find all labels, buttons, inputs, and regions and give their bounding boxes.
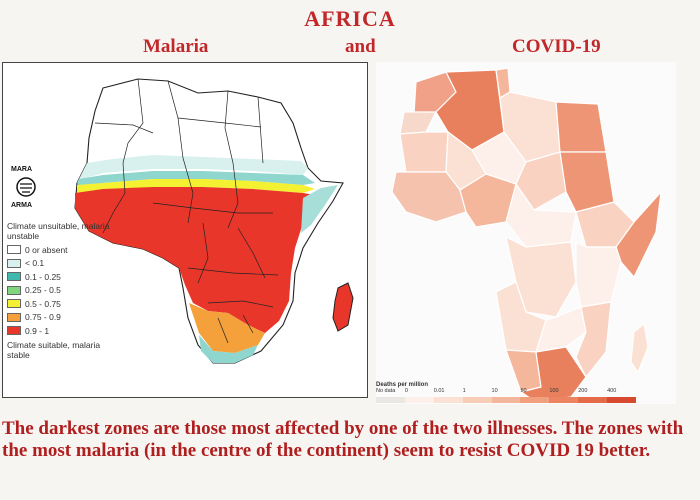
legend-item: 0 or absent: [7, 243, 117, 257]
ramp-swatch: [549, 397, 579, 403]
legend-label: 0.1 - 0.25: [25, 271, 61, 282]
covid-countries: [391, 67, 662, 403]
chad: [515, 151, 567, 211]
map-title: AFRICA: [304, 6, 396, 31]
ramp-swatch: [578, 397, 608, 403]
madagascar: [332, 282, 354, 332]
sudan: [559, 151, 615, 213]
malaria-legend: Climate unsuitable, malaria unstable 0 o…: [7, 221, 117, 360]
ramp-ticks: No data 0 0.01 1 10 50 100 200 400: [376, 388, 636, 396]
ramp-tick-label: 200: [578, 388, 588, 394]
ramp-swatch: [433, 397, 463, 403]
legend-swatch: [7, 272, 21, 282]
legend-item: 0.75 - 0.9: [7, 311, 117, 325]
svg-text:MARA: MARA: [11, 166, 32, 173]
country-borders: [94, 78, 279, 344]
ramp-swatch: [462, 397, 492, 403]
malaria-map-panel: MARA ARMA Climate unsuitable, malaria un…: [2, 62, 368, 398]
legend-item: 0.5 - 0.75: [7, 297, 117, 311]
malaria-map: [74, 78, 354, 364]
legend-item: < 0.1: [7, 257, 117, 271]
legend-swatch: [7, 285, 21, 295]
east-africa: [575, 241, 622, 308]
ramp-tick-label: 100: [549, 388, 559, 394]
caption: The darkest zones are those most affecte…: [2, 418, 684, 461]
malaria-label: Malaria: [143, 36, 209, 57]
ramp-bar: [376, 397, 637, 403]
madagascar-right: [630, 323, 649, 374]
ramp-tick-label: No data: [376, 388, 396, 394]
mara-logo: MARA ARMA: [9, 163, 43, 211]
ramp-tick-label: 0: [404, 388, 408, 394]
southern-orange-band: [189, 303, 265, 353]
legend-item: 0.25 - 0.5: [7, 284, 117, 298]
legend-label: 0 or absent: [25, 244, 68, 255]
legend-item: 0.9 - 1: [7, 324, 117, 338]
western-sahara: [399, 111, 437, 135]
legend-caption-top: Climate unsuitable, malaria unstable: [7, 221, 110, 241]
west-coast: [391, 171, 467, 223]
legend-item: 0.1 - 0.25: [7, 270, 117, 284]
ramp-tick-label: 50: [520, 388, 527, 394]
covid-label: COVID-19: [512, 36, 601, 57]
low-risk-band: [77, 155, 308, 183]
horn-fringe: [301, 185, 338, 233]
ramp-swatch: [491, 397, 521, 403]
ramp-tick-label: 0.01: [433, 388, 445, 394]
svg-text:ARMA: ARMA: [11, 202, 32, 209]
ramp-title: Deaths per million: [376, 382, 429, 388]
mauritania: [399, 131, 449, 173]
egypt: [555, 101, 607, 153]
legend-swatch: [7, 326, 21, 336]
ramp-swatch: [376, 397, 405, 403]
covid-color-ramp: Deaths per million No data 0 0.01 1 10 50 100 2…: [376, 382, 637, 403]
covid-map: [391, 67, 662, 403]
ramp-tick-label: 1: [462, 388, 466, 394]
ramp-swatch: [404, 397, 434, 403]
legend-swatch: [7, 312, 21, 322]
legend-swatch: [7, 258, 21, 268]
ramp-swatch: [607, 397, 637, 403]
legend-label: < 0.1: [25, 258, 45, 269]
legend-caption-bottom: Climate suitable, malaria stable: [7, 339, 101, 360]
legend-swatch: [7, 245, 21, 255]
legend-label: 0.25 - 0.5: [25, 285, 61, 296]
legend-swatch: [7, 299, 21, 309]
southern-teal-band: [199, 335, 258, 363]
and-label: and: [345, 36, 376, 57]
ramp-swatch: [520, 397, 550, 403]
covid-map-panel: [376, 62, 676, 404]
ramp-tick-label: 10: [491, 388, 498, 394]
high-risk-zone: [75, 187, 315, 333]
legend-label: 0.9 - 1: [25, 325, 50, 336]
legend-label: 0.5 - 0.75: [25, 298, 61, 309]
legend-label: 0.75 - 0.9: [25, 312, 61, 323]
ramp-tick-label: 400: [607, 388, 617, 394]
